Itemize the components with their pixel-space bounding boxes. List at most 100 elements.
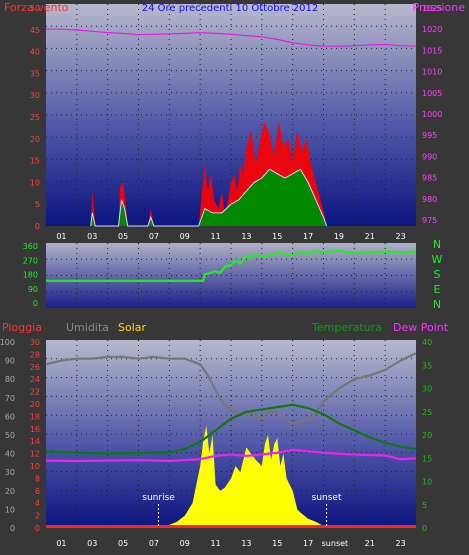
pressure-tick-label: 1015 [422, 46, 442, 55]
rain-tick-label: 18 [30, 412, 40, 421]
direction-tick-label: 270 [23, 256, 38, 265]
humidity-tick-label: 100 [0, 338, 15, 347]
compass-label: W [432, 253, 443, 266]
humidity-tick-label: 80 [5, 375, 15, 384]
temperature-tick-label: 15 [422, 454, 432, 463]
humidity-tick-label: 20 [5, 487, 15, 496]
rain-tick-label: 2 [35, 512, 40, 521]
solar-area [158, 425, 327, 528]
temperature-line [45, 403, 417, 455]
wind-average-layer [90, 168, 328, 227]
pressure-tick-label: 995 [422, 131, 437, 140]
rain-tick-label: 28 [30, 350, 40, 359]
pressure-tick-label: 990 [422, 152, 437, 161]
pressure-tick-label: 980 [422, 195, 437, 204]
climate-hour-tick-label: 01 [56, 539, 66, 548]
climate-hour-tick-label: 21 [365, 539, 375, 548]
wind-tick-label: 20 [30, 135, 40, 144]
humidity-tick-label: 0 [10, 524, 15, 533]
wind-tick-label: 50 [30, 4, 40, 13]
compass-label: E [434, 283, 441, 296]
wind-tick-label: 40 [30, 48, 40, 57]
rain-tick-label: 20 [30, 400, 40, 409]
rain-tick-label: 4 [35, 499, 40, 508]
pressure-tick-label: 1025 [422, 4, 442, 13]
wind-tick-label: 25 [30, 113, 40, 122]
hour-tick-label: 09 [180, 232, 190, 241]
wind-average-area [90, 169, 327, 226]
hour-tick-label: 13 [241, 232, 251, 241]
compass-label: S [434, 268, 441, 281]
pressure-tick-label: 985 [422, 174, 437, 183]
humidity-line [45, 352, 417, 425]
climate-hour-axis-ticks: 01 03 05 07 09 11 13 15 17 sunset 21 23 [56, 539, 405, 548]
rain-tick-label: 24 [30, 375, 40, 384]
solar-layer [158, 425, 327, 528]
pressure-line [46, 28, 417, 47]
temperature-tick-label: 35 [422, 361, 432, 370]
rain-tick-label: 12 [30, 450, 40, 459]
hour-tick-label: 23 [395, 232, 405, 241]
temperature-tick-label: 20 [422, 431, 432, 440]
wind-axis-label: Forza vento [4, 1, 69, 14]
wind-tick-label: 10 [30, 178, 40, 187]
direction-tick-label: 90 [28, 285, 38, 294]
rain-tick-label: 30 [30, 338, 40, 347]
hour-tick-label: 05 [118, 232, 128, 241]
direction-tick-label: 0 [33, 299, 38, 308]
sun-markers: sunrise sunset [142, 493, 342, 528]
wind-tick-label: 15 [30, 157, 40, 166]
hour-tick-label: 15 [272, 232, 282, 241]
humidity-tick-label: 30 [5, 468, 15, 477]
humidity-tick-label: 60 [5, 412, 15, 421]
temperature-tick-label: 25 [422, 408, 432, 417]
humidity-tick-label: 90 [5, 357, 15, 366]
temperature-tick-label: 5 [422, 501, 427, 510]
wind-tick-label: 45 [30, 26, 40, 35]
temperature-tick-label: 0 [422, 524, 427, 533]
dew-point-line [45, 448, 417, 463]
humidity-axis-ticks: 0 10 20 30 40 50 60 70 80 90 100 [0, 338, 15, 533]
hour-tick-label: 01 [56, 232, 66, 241]
compass-label: N [433, 238, 441, 251]
rain-tick-label: 8 [35, 474, 40, 483]
wind-axis-ticks: 0 5 10 15 20 25 30 35 40 45 50 [30, 4, 40, 231]
direction-tick-label: 360 [23, 242, 38, 251]
rain-tick-label: 6 [35, 487, 40, 496]
pressure-tick-label: 1005 [422, 89, 442, 98]
direction-axis-ticks: 0 90 180 270 360 [23, 242, 38, 308]
solar-label: Solar [118, 321, 147, 334]
wind-tick-label: 0 [35, 222, 40, 231]
pressure-tick-label: 1000 [422, 110, 442, 119]
climate-hour-tick-label: 07 [149, 539, 159, 548]
humidity-tick-label: 10 [5, 505, 15, 514]
hour-tick-label: 17 [303, 232, 313, 241]
rain-tick-label: 22 [30, 388, 40, 397]
climate-hour-tick-label: 13 [241, 539, 251, 548]
temperature-label: Temperatura [311, 321, 382, 334]
wind-tick-label: 5 [35, 200, 40, 209]
rain-tick-label: 10 [30, 462, 40, 471]
pressure-axis-ticks: 975 980 985 990 995 1000 1005 1010 1015 1020 1025 [422, 4, 442, 225]
chart-title: 24 Ore precedenti 10 Ottobre 2012 [142, 3, 319, 14]
wind-tick-label: 30 [30, 91, 40, 100]
pressure-tick-label: 1010 [422, 68, 442, 77]
hour-axis-ticks: 01 03 05 07 09 11 13 15 17 19 21 23 [56, 232, 405, 241]
humidity-tick-label: 70 [5, 394, 15, 403]
climate-hour-tick-label: 05 [118, 539, 128, 548]
wind-average-line [90, 168, 328, 227]
wind-direction-line [46, 249, 417, 282]
rain-tick-label: 26 [30, 363, 40, 372]
pressure-tick-label: 975 [422, 216, 437, 225]
rain-tick-label: 16 [30, 425, 40, 434]
climate-hour-tick-label: 09 [180, 539, 190, 548]
humidity-tick-label: 40 [5, 450, 15, 459]
rain-tick-label: 0 [35, 524, 40, 533]
pressure-tick-label: 1020 [422, 25, 442, 34]
climate-hour-tick-label: 03 [87, 539, 97, 548]
